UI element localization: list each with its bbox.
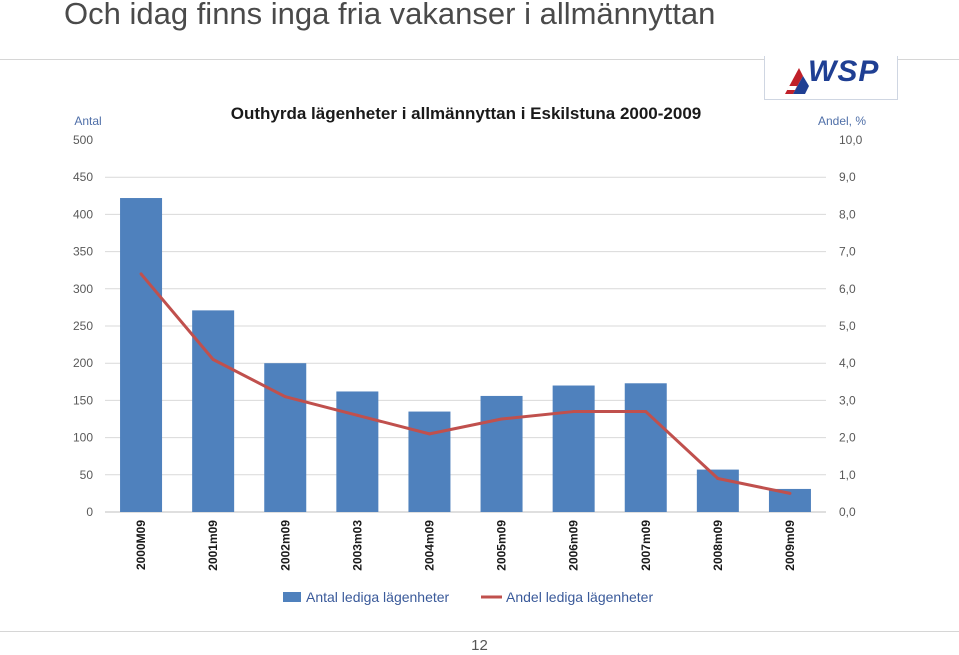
right-tick-label: 4,0	[839, 356, 856, 370]
slide-title: Och idag finns inga fria vakanser i allm…	[64, 0, 716, 31]
category-label: 2005m09	[495, 520, 509, 571]
right-tick-label: 7,0	[839, 245, 856, 259]
footer-divider	[0, 631, 959, 632]
bar	[768, 488, 811, 512]
line-point	[355, 413, 359, 417]
category-label: 2000M09	[134, 520, 148, 570]
legend-line-label: Andel lediga lägenheter	[506, 589, 653, 605]
left-tick-label: 400	[73, 207, 93, 221]
bar	[624, 383, 667, 512]
category-label: 2006m09	[567, 520, 581, 571]
left-tick-label: 150	[73, 393, 93, 407]
right-axis: 0,0 1,0 2,0 3,0 4,0 5,0 6,0 7,0 8,0 9,0 10,0	[839, 133, 863, 519]
wsp-logo-text: WSP	[808, 55, 880, 88]
left-tick-label: 500	[73, 133, 93, 147]
right-tick-label: 0,0	[839, 505, 856, 519]
bar	[552, 385, 595, 512]
left-tick-label: 100	[73, 431, 93, 445]
left-tick-label: 250	[73, 319, 93, 333]
bar	[696, 469, 739, 512]
bar	[480, 395, 523, 512]
line-series	[139, 272, 792, 495]
right-tick-label: 2,0	[839, 431, 856, 445]
wsp-logo-mark-icon	[785, 68, 809, 94]
bar-line-chart: 0 50 100 150 200 250 300 350 400 450 500 0,0 1,0 2,0…	[73, 104, 866, 605]
category-axis: 2000M09 2001m09 2002m09 2003m03 2004m09 2005m…	[134, 520, 797, 571]
line-point	[283, 395, 287, 399]
right-tick-label: 9,0	[839, 170, 856, 184]
page-number: 12	[471, 637, 488, 654]
logo-frame	[764, 56, 898, 100]
line-series-path	[139, 272, 791, 495]
line-point	[500, 417, 504, 421]
line-point	[644, 410, 648, 414]
title-divider	[0, 59, 959, 60]
left-tick-label: 450	[73, 170, 93, 184]
bar	[336, 391, 379, 512]
left-tick-label: 50	[80, 468, 94, 482]
left-tick-label: 200	[73, 356, 93, 370]
right-axis-title: Andel, %	[818, 114, 866, 128]
category-label: 2008m09	[711, 520, 725, 571]
left-axis: 0 50 100 150 200 250 300 350 400 450 500	[73, 133, 93, 519]
line-point	[716, 477, 720, 481]
right-tick-label: 5,0	[839, 319, 856, 333]
bar	[120, 198, 163, 513]
category-label: 2003m03	[350, 520, 364, 571]
legend-bar-swatch	[283, 592, 301, 602]
bar-series	[120, 198, 811, 513]
right-tick-label: 10,0	[839, 133, 863, 147]
left-axis-title: Antal	[74, 114, 101, 128]
left-tick-label: 0	[86, 505, 93, 519]
line-point	[572, 410, 576, 414]
category-label: 2004m09	[422, 520, 436, 571]
legend-bar-label: Antal lediga lägenheter	[306, 589, 450, 605]
category-label: 2009m09	[783, 520, 797, 571]
line-point	[427, 432, 431, 436]
chart-title: Outhyrda lägenheter i allmännyttan i Esk…	[231, 104, 702, 123]
legend: Antal lediga lägenheter Andel lediga läg…	[283, 589, 653, 605]
right-tick-label: 3,0	[839, 393, 856, 407]
left-tick-label: 350	[73, 245, 93, 259]
right-tick-label: 1,0	[839, 468, 856, 482]
left-tick-label: 300	[73, 282, 93, 296]
right-tick-label: 6,0	[839, 282, 856, 296]
line-point	[211, 357, 215, 361]
bar	[264, 363, 307, 512]
line-point	[139, 272, 143, 276]
category-label: 2002m09	[278, 520, 292, 571]
line-point	[788, 491, 792, 495]
category-label: 2001m09	[206, 520, 220, 571]
right-tick-label: 8,0	[839, 207, 856, 221]
bar	[408, 411, 451, 512]
category-label: 2007m09	[639, 520, 653, 571]
